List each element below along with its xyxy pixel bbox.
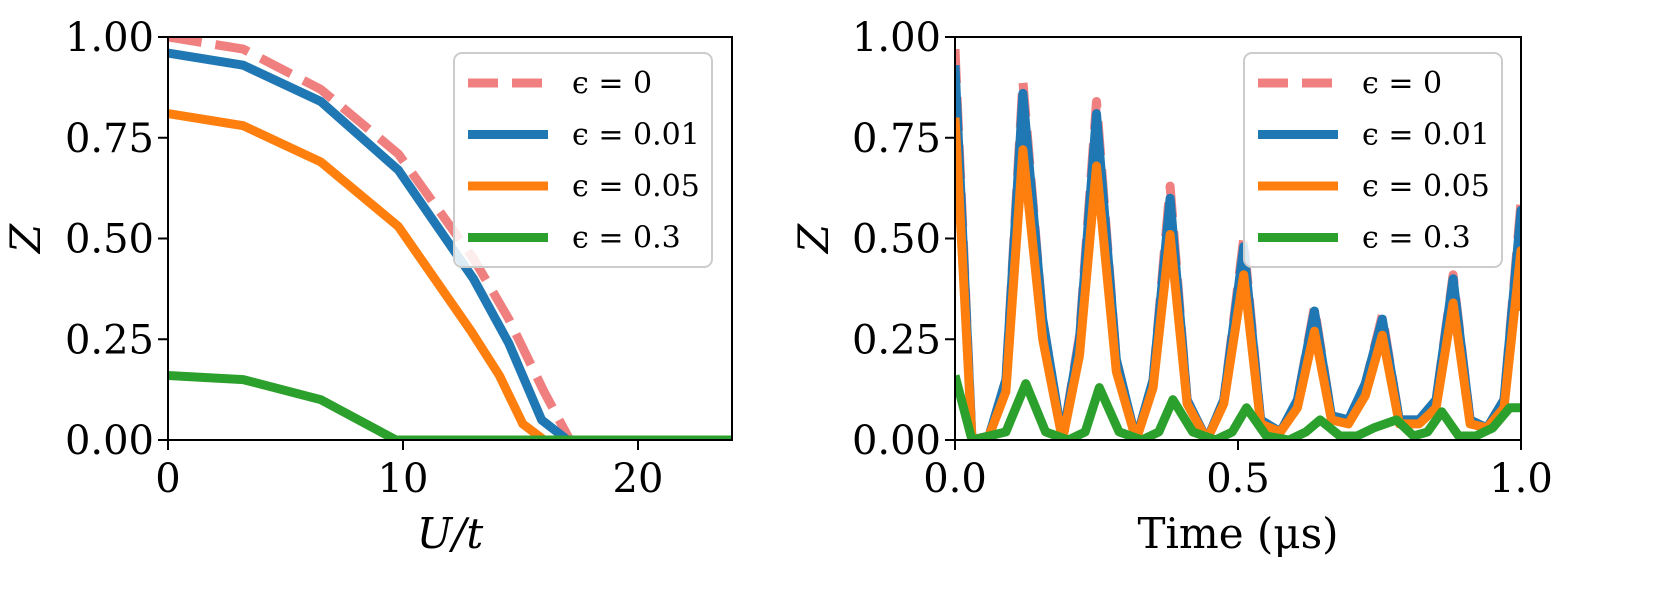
y-tick-label: 0.00 [65, 418, 154, 464]
legend: ϵ = 0 ϵ = 0.01 ϵ = 0.05 ϵ = 0.3 [453, 52, 713, 268]
series-group [955, 48, 1521, 440]
legend-label-3: ϵ = 0.3 [1362, 221, 1471, 256]
y-tick-label: 0.75 [65, 116, 154, 162]
y-tick-label: 0.50 [65, 217, 154, 263]
y-axis-title: Z [789, 223, 838, 255]
x-tick-label: 10 [378, 456, 429, 502]
series-line-2 [955, 117, 1521, 440]
y-tick-label: 0.25 [65, 317, 154, 363]
legend-box [453, 52, 713, 268]
x-tick-label: 0 [155, 456, 180, 502]
series-line-3 [168, 371, 732, 440]
legend-label-0: ϵ = 0 [572, 66, 652, 101]
legend-label-1: ϵ = 0.01 [572, 118, 700, 153]
legend: ϵ = 0 ϵ = 0.01 ϵ = 0.05 ϵ = 0.3 [1243, 52, 1503, 268]
legend-label-2: ϵ = 0.05 [1362, 169, 1490, 204]
series-line-1 [168, 48, 732, 440]
legend-label-1: ϵ = 0.01 [1362, 118, 1490, 153]
y-tick-label: 0.25 [852, 317, 941, 363]
x-tick-label: 0.0 [923, 456, 987, 502]
x-tick-label: 0.5 [1206, 456, 1270, 502]
x-tick-label: 1.0 [1489, 456, 1553, 502]
x-axis-title: Time (μs) [1137, 509, 1338, 558]
y-tick-label: 1.00 [65, 15, 154, 61]
panel-u-over-t: 0.00 0.25 0.50 0.75 1.00 0 10 20 Z U/t ϵ = 0 ϵ = 0.… [1, 15, 733, 558]
series-line-2 [168, 109, 732, 440]
series-line-3 [955, 374, 1521, 440]
y-tick-label: 0.00 [852, 418, 941, 464]
legend-box [1243, 52, 1503, 268]
legend-label-3: ϵ = 0.3 [572, 221, 681, 256]
legend-label-2: ϵ = 0.05 [572, 169, 700, 204]
legend-label-0: ϵ = 0 [1362, 66, 1442, 101]
x-tick-label: 20 [613, 456, 664, 502]
x-axis-title: U/t [417, 509, 484, 558]
panel-time: 0.00 0.25 0.50 0.75 1.00 0.0 0.5 1.0 Z Time (μs) ϵ… [789, 15, 1553, 558]
y-tick-label: 0.50 [852, 217, 941, 263]
y-tick-label: 0.75 [852, 116, 941, 162]
y-axis-title: Z [1, 223, 50, 255]
y-tick-label: 1.00 [852, 15, 941, 61]
